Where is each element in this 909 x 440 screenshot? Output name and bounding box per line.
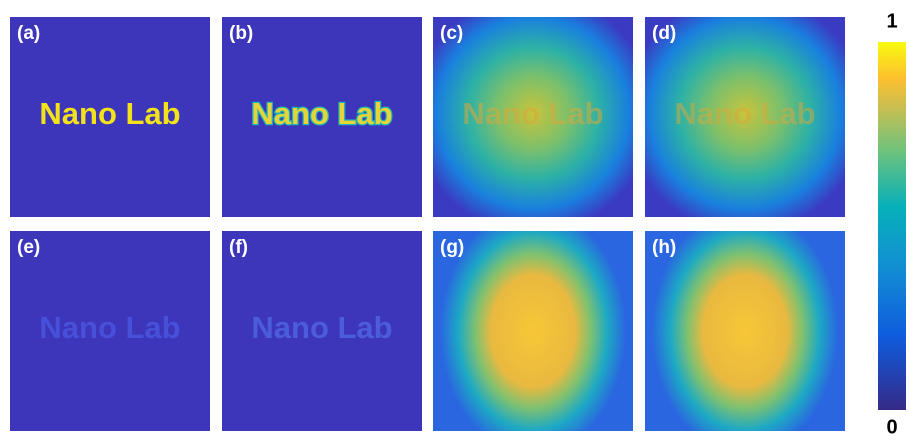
panel-text: Nano Lab bbox=[674, 96, 815, 131]
intensity-blob bbox=[433, 231, 633, 431]
colorbar-min: 0 bbox=[886, 416, 897, 438]
panel-label: (c) bbox=[440, 23, 463, 44]
panel-label: (e) bbox=[17, 237, 40, 258]
panel-label: (f) bbox=[229, 237, 248, 258]
panels: Nano Lab (a) Nano Lab (b) Nano Lab (c) Nano La… bbox=[10, 17, 845, 431]
figure: Nano Lab (a) Nano Lab (b) Nano Lab (c) Nano La… bbox=[0, 0, 909, 440]
panel-label: (h) bbox=[652, 237, 676, 258]
intensity-blob bbox=[645, 231, 845, 431]
panel-text: Nano Lab bbox=[251, 310, 392, 345]
panel-text: Nano Lab bbox=[462, 96, 603, 131]
panel-label: (d) bbox=[652, 23, 676, 44]
panel-text: Nano Lab bbox=[39, 310, 180, 345]
panel-label: (a) bbox=[17, 23, 40, 44]
panel-text: Nano Lab bbox=[39, 96, 180, 131]
colorbar bbox=[878, 42, 906, 410]
colorbar-max: 1 bbox=[886, 10, 897, 32]
panel-text: Nano Lab bbox=[251, 96, 392, 131]
panel-label: (b) bbox=[229, 23, 253, 44]
panel-label: (g) bbox=[440, 237, 464, 258]
